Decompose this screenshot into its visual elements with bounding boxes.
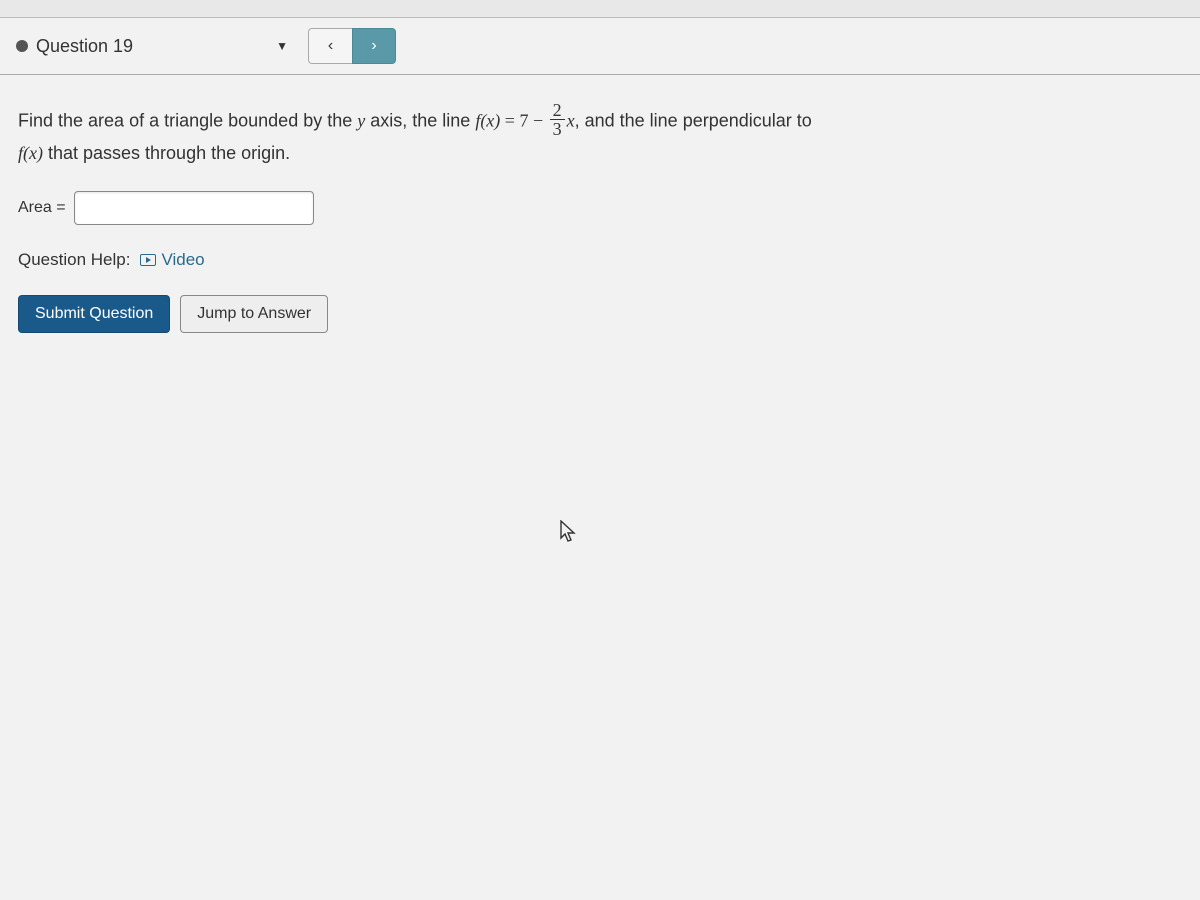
fx-expr: f(x) — [18, 143, 43, 163]
video-help-link[interactable]: Video — [140, 247, 204, 273]
prev-question-button[interactable]: ‹ — [308, 28, 352, 64]
button-row: Submit Question Jump to Answer — [18, 295, 1182, 333]
video-icon — [140, 254, 156, 266]
question-header: Question 19 ▼ ‹ › — [0, 18, 1200, 75]
question-title: Question 19 — [36, 36, 133, 57]
chevron-left-icon: ‹ — [328, 37, 333, 55]
next-question-button[interactable]: › — [352, 28, 396, 64]
chevron-down-icon: ▼ — [276, 39, 288, 53]
fraction-numerator: 2 — [550, 101, 565, 120]
answer-label: Area = — [18, 196, 66, 220]
help-row: Question Help: Video — [18, 247, 1182, 273]
problem-text: Find the area of a triangle bounded by t… — [18, 110, 357, 130]
submit-question-button[interactable]: Submit Question — [18, 295, 170, 333]
fraction: 23 — [550, 101, 565, 138]
problem-text: , and the line perpendicular to — [575, 110, 812, 130]
problem-statement: Find the area of a triangle bounded by t… — [18, 103, 1182, 167]
problem-text: axis, the line — [365, 110, 475, 130]
jump-to-answer-button[interactable]: Jump to Answer — [180, 295, 328, 333]
score-bar — [0, 0, 1200, 18]
equation-text: = 7 − — [500, 110, 547, 130]
x-var: x — [567, 110, 575, 130]
video-link-text: Video — [161, 247, 204, 273]
fraction-denominator: 3 — [550, 120, 565, 138]
question-content: Find the area of a triangle bounded by t… — [0, 75, 1200, 361]
chevron-right-icon: › — [371, 37, 376, 55]
help-label: Question Help: — [18, 247, 130, 273]
status-dot-icon — [16, 40, 28, 52]
cursor-icon — [560, 520, 578, 550]
question-nav: ‹ › — [308, 28, 396, 64]
problem-text: that passes through the origin. — [43, 143, 290, 163]
question-selector[interactable]: Question 19 ▼ — [16, 36, 296, 57]
area-input[interactable] — [74, 191, 314, 225]
answer-row: Area = — [18, 191, 1182, 225]
fx-expr: f(x) — [475, 110, 500, 130]
